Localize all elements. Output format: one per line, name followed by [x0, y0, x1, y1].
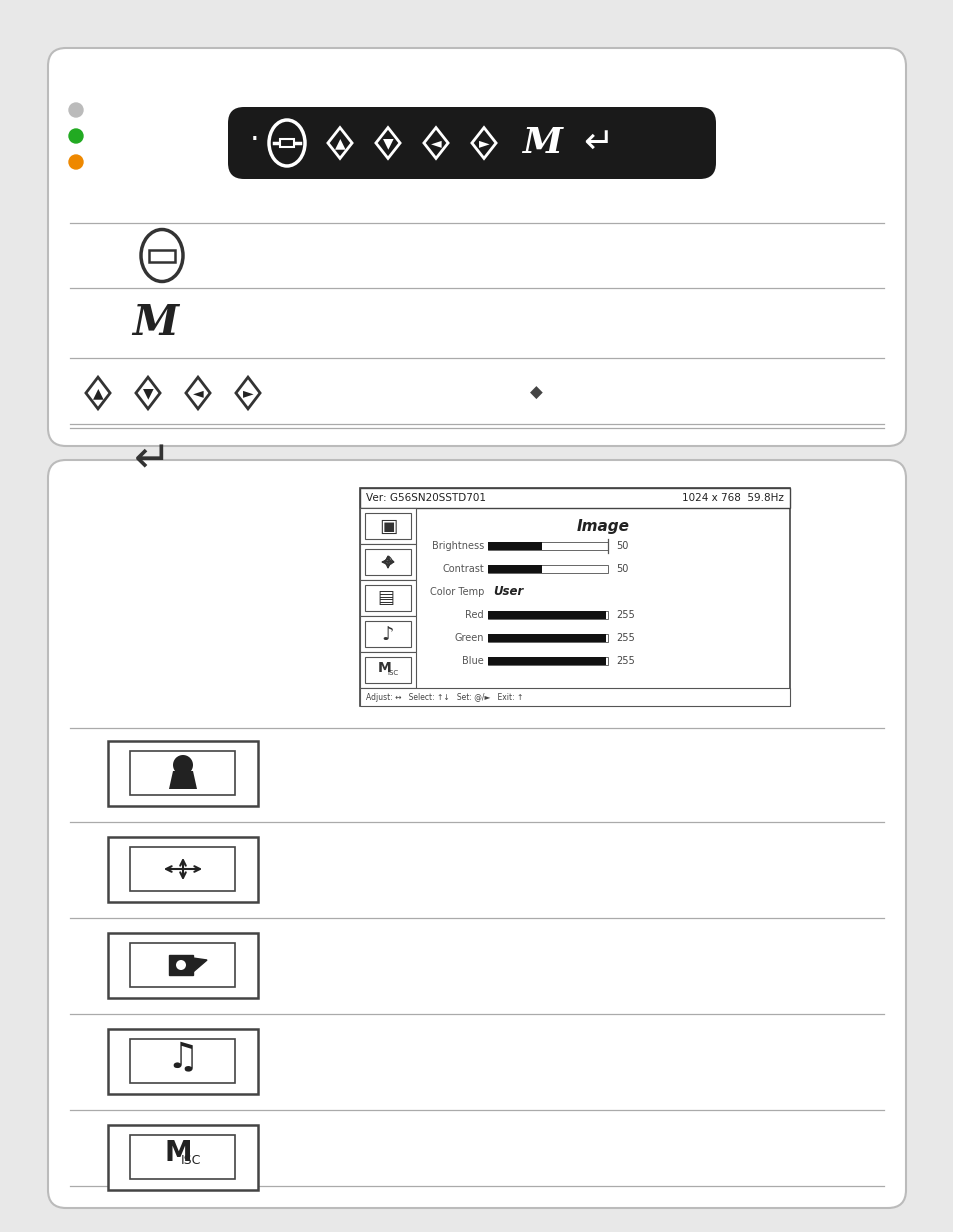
Text: Brightness: Brightness	[432, 541, 483, 551]
Text: Green: Green	[454, 632, 483, 643]
Bar	[365, 621, 411, 647]
Bar	[488, 657, 607, 664]
Bar	[365, 513, 411, 540]
Text: Red: Red	[465, 610, 483, 620]
Text: 1024 x 768  59.8Hz: 1024 x 768 59.8Hz	[681, 493, 783, 503]
Bar	[131, 752, 235, 795]
Text: M: M	[521, 126, 561, 160]
Text: ▣: ▣	[378, 516, 396, 536]
Circle shape	[69, 103, 83, 117]
FancyBboxPatch shape	[228, 107, 716, 179]
Text: M: M	[164, 1140, 192, 1167]
FancyBboxPatch shape	[48, 460, 905, 1209]
Text: ↵: ↵	[133, 439, 171, 482]
Text: ▼: ▼	[143, 386, 153, 400]
Circle shape	[172, 755, 193, 775]
Text: User: User	[493, 585, 522, 599]
Bar	[365, 549, 411, 575]
Circle shape	[69, 129, 83, 143]
Polygon shape	[193, 958, 207, 972]
Text: ♫: ♫	[167, 1040, 199, 1074]
Ellipse shape	[269, 120, 305, 166]
Polygon shape	[169, 771, 196, 788]
Bar	[359, 687, 789, 706]
Bar	[365, 585, 411, 611]
Text: 50: 50	[616, 541, 628, 551]
Text: ▤: ▤	[377, 589, 395, 607]
Text: ◆: ◆	[529, 384, 542, 402]
Text: Adjust: ↔   Select: ↑↓   Set: @/►   Exit: ↑: Adjust: ↔ Select: ↑↓ Set: @/► Exit: ↑	[366, 692, 523, 701]
Text: ·: ·	[250, 127, 259, 155]
FancyBboxPatch shape	[48, 48, 905, 446]
Bar	[488, 565, 541, 573]
Bar	[131, 1135, 235, 1179]
Text: 255: 255	[616, 655, 634, 665]
Text: ►: ►	[478, 136, 489, 150]
Bar	[359, 508, 416, 545]
Bar	[359, 488, 789, 706]
Bar	[488, 542, 607, 549]
Bar	[131, 942, 235, 987]
Circle shape	[69, 155, 83, 169]
Bar	[359, 545, 416, 580]
Text: ISC: ISC	[181, 1154, 201, 1168]
Bar	[488, 611, 607, 618]
Text: ↕: ↕	[382, 554, 394, 569]
Text: Contrast: Contrast	[442, 564, 483, 574]
Circle shape	[175, 960, 186, 970]
Text: 255: 255	[616, 610, 634, 620]
Text: ▲: ▲	[92, 386, 103, 400]
Text: ♪: ♪	[381, 625, 394, 643]
Bar	[488, 611, 605, 618]
Bar	[169, 955, 193, 975]
Bar	[359, 652, 416, 687]
Text: ◄: ◄	[193, 386, 203, 400]
Bar	[108, 740, 257, 806]
Bar	[488, 542, 541, 549]
Text: ▲: ▲	[335, 136, 345, 150]
Bar	[108, 933, 257, 998]
Text: ISC: ISC	[387, 670, 398, 676]
Bar	[131, 848, 235, 891]
Bar	[149, 250, 174, 261]
Bar	[108, 1125, 257, 1190]
Text: ▼: ▼	[382, 136, 393, 150]
Bar	[488, 633, 605, 642]
Text: Ver: G56SN20SSTD701: Ver: G56SN20SSTD701	[366, 493, 485, 503]
Bar	[131, 1039, 235, 1083]
Bar	[359, 488, 789, 508]
Text: Blue: Blue	[462, 655, 483, 665]
Bar	[280, 139, 294, 147]
Text: M: M	[132, 302, 178, 344]
Bar	[488, 633, 607, 642]
Bar	[108, 1029, 257, 1094]
Bar	[359, 616, 416, 652]
Text: M: M	[377, 662, 392, 675]
Bar	[488, 657, 605, 664]
Text: ►: ►	[242, 386, 253, 400]
Text: ↔: ↔	[382, 554, 394, 569]
Bar	[359, 580, 416, 616]
Text: 255: 255	[616, 632, 634, 643]
Text: Color Temp: Color Temp	[429, 586, 483, 596]
Bar	[108, 837, 257, 902]
Text: ◄: ◄	[430, 136, 441, 150]
Bar	[488, 565, 607, 573]
Text: ↵: ↵	[582, 126, 613, 160]
Ellipse shape	[141, 229, 183, 281]
Text: 50: 50	[616, 564, 628, 574]
Text: Image: Image	[576, 519, 629, 533]
Bar	[365, 657, 411, 683]
